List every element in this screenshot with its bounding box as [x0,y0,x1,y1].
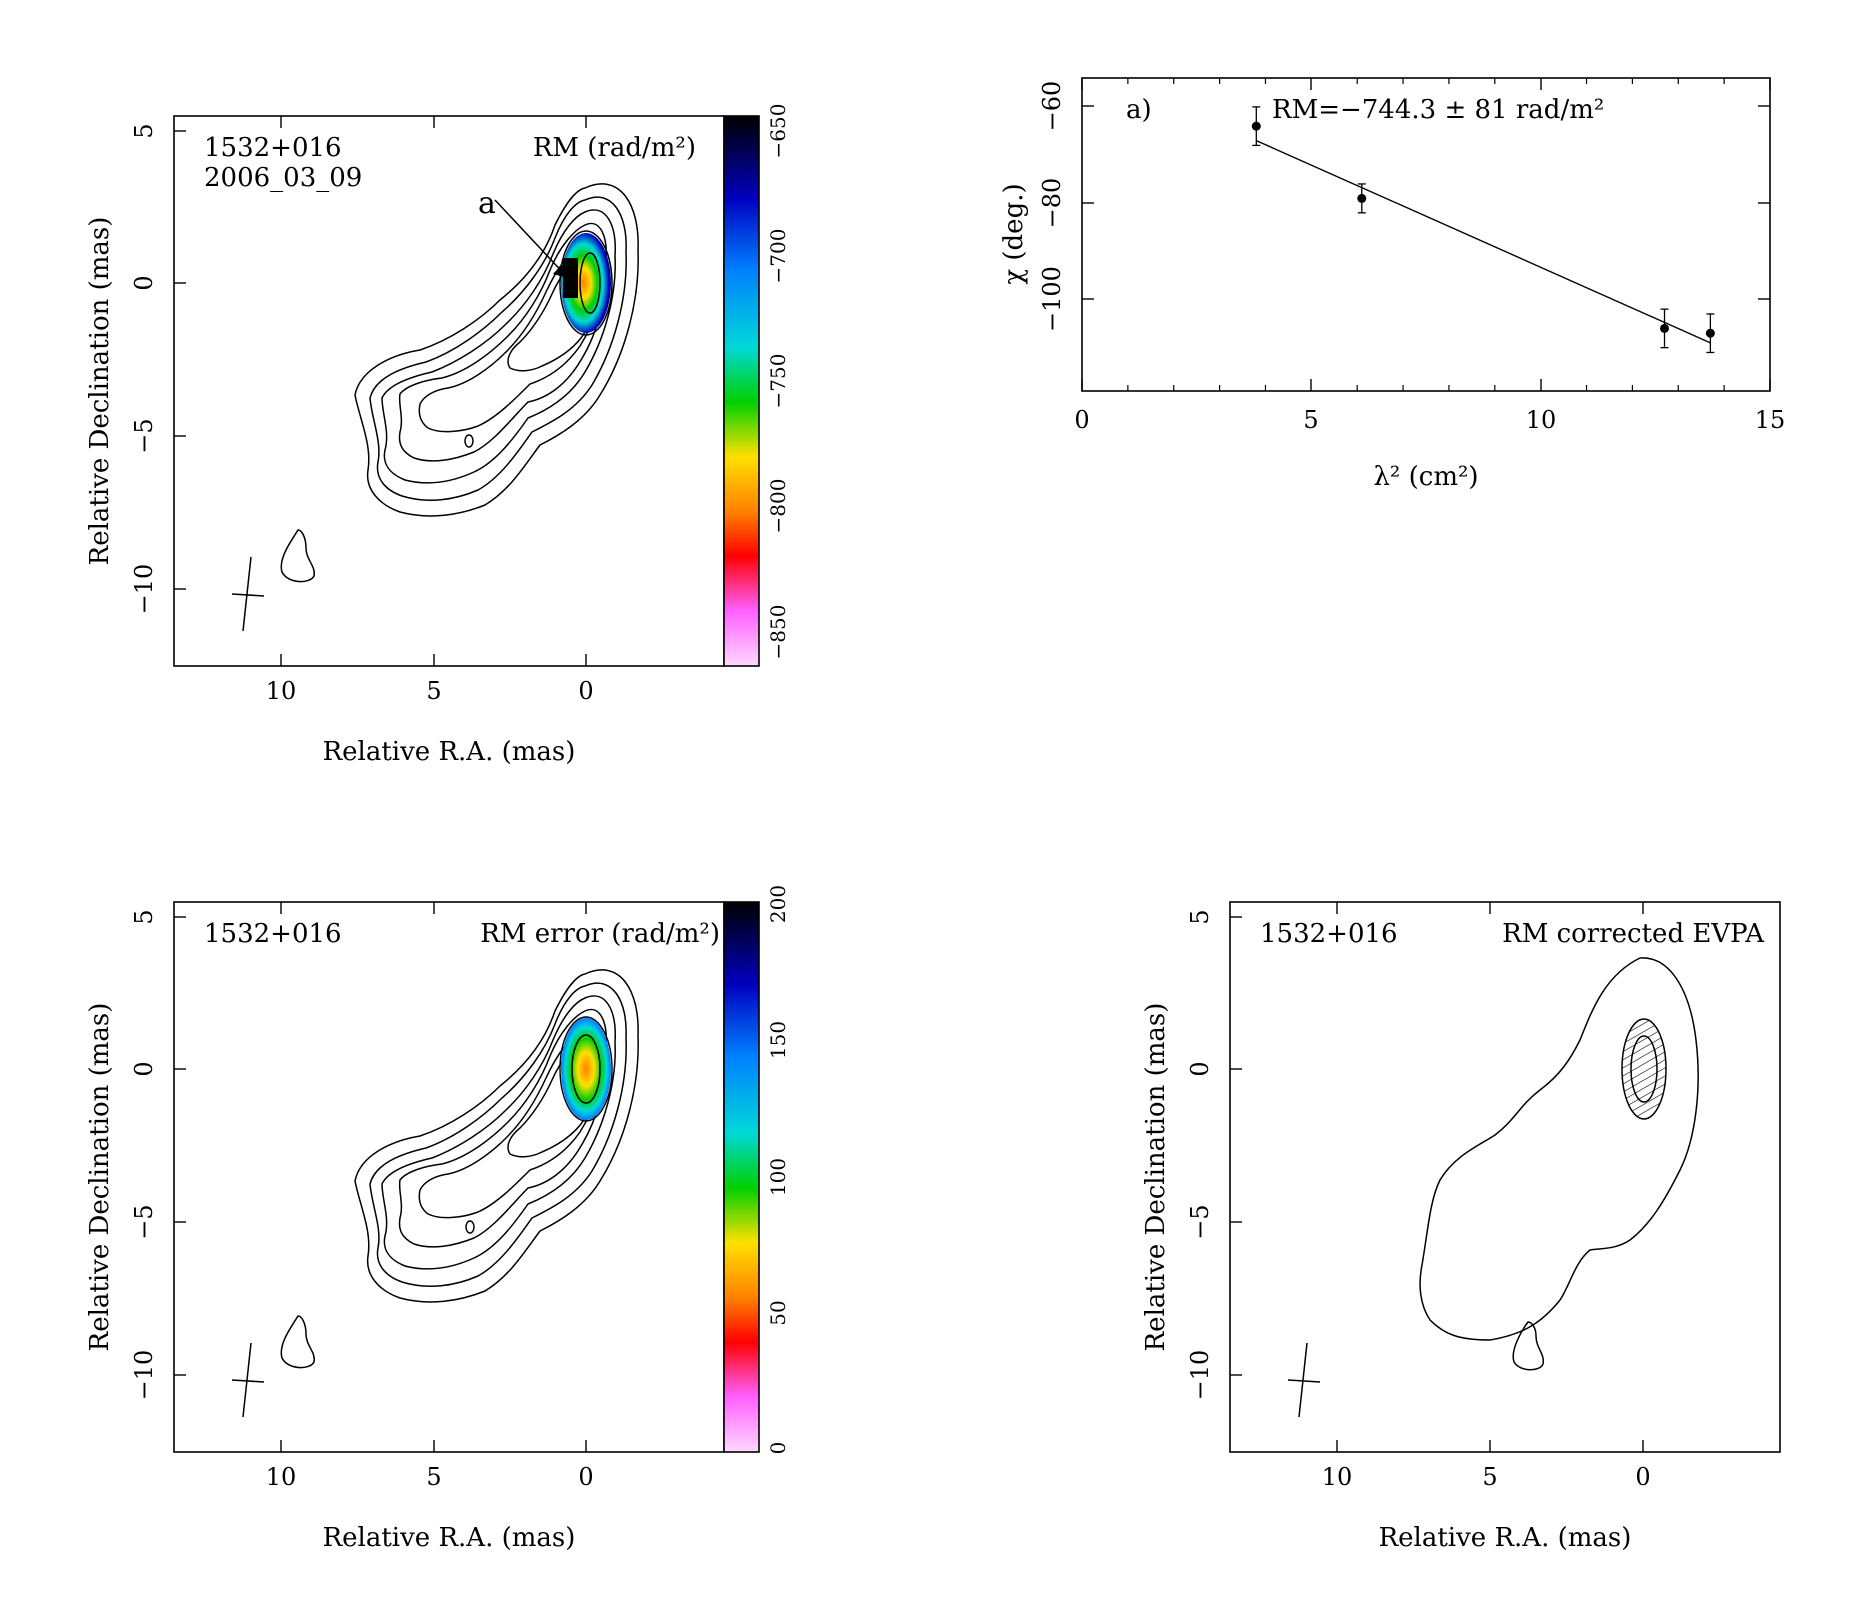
evpa-xtick: 5 [1482,1463,1497,1491]
rm-map-xlabel: Relative R.A. (mas) [323,737,576,767]
rm-error-xlabel: Relative R.A. (mas) [323,1523,576,1553]
rm-error-colorbar [723,901,760,1453]
rm-fit-xtick: 15 [1755,406,1786,434]
evpa-ylabel: Relative Declination (mas) [1141,1003,1171,1352]
rm-error-ytick: 5 [130,909,158,924]
rm-map-date: 2006_03_09 [204,163,362,193]
rm-colorbar [723,115,760,667]
rm-error-ytick: −10 [130,1350,158,1401]
rm-map-xtick: 0 [578,677,593,705]
rm-map-ylabel: Relative Declination (mas) [85,217,115,566]
evpa-xtick: 0 [1635,1463,1650,1491]
rm-fit-xlabel: λ² (cm²) [1373,462,1478,492]
rm-error-ytick: −5 [130,1204,158,1239]
evpa-beam-cross [1287,1342,1321,1418]
rm-map-source: 1532+016 [204,133,342,163]
evpa-ytick: −5 [1186,1204,1214,1239]
rm-fit-xtick: 10 [1526,406,1557,434]
evpa-xtick: 10 [1322,1463,1353,1491]
rm-error-colorbar-tick: 50 [766,1300,790,1325]
rm-map-xtick: 5 [426,677,441,705]
evpa-x-ticks [1336,902,1644,1452]
rm-error-label: RM error (rad/m²) [480,919,720,949]
rm-fit-y-ticks [1082,105,1770,300]
rm-map-ytick: −10 [130,564,158,615]
evpa-hatched-region [1621,1018,1667,1120]
evpa-panel: 1532+016 RM corrected EVPA Relative R.A.… [1141,901,1781,1553]
rm-error-ylabel: Relative Declination (mas) [85,1003,115,1352]
rm-error-colorbar-tick: 150 [766,1021,790,1059]
rm-map-frame [173,115,725,667]
rm-map-xtick: 10 [266,677,297,705]
evpa-ytick: −10 [1186,1350,1214,1401]
evpa-contour [1419,957,1699,1371]
evpa-ytick: 5 [1186,909,1214,924]
rm-error-frame [173,901,725,1453]
rm-colorbar-tick: −850 [766,605,790,660]
rm-error-ytick: 0 [130,1061,158,1076]
rm-spot [561,233,611,333]
rm-fit-ylabel: χ (deg.) [999,183,1029,284]
rm-fit-marks [1127,78,1725,391]
evpa-source: 1532+016 [1260,919,1398,949]
rm-map-ytick: 0 [130,275,158,290]
rm-fit-label: RM=−744.3 ± 81 rad/m² [1272,95,1604,125]
rm-fit-point [1251,121,1261,131]
rm-colorbar-tick: −750 [766,354,790,409]
evpa-frame [1229,901,1781,1453]
rm-fit-region-label: a) [1126,95,1152,125]
rm-fit-point [1705,328,1715,338]
rm-error-xtick: 5 [426,1463,441,1491]
rm-error-colorbar-tick: 0 [766,1442,790,1455]
rm-colorbar-tick: −650 [766,104,790,159]
evpa-label: RM corrected EVPA [1502,919,1765,949]
rm-error-colorbar-tick: 100 [766,1158,790,1196]
rm-error-xtick: 0 [578,1463,593,1491]
rm-fit-point [1660,323,1670,333]
region-a-marker: a [478,186,569,279]
rm-fit-ytick: −60 [1038,81,1066,132]
rm-colorbar-tick: −700 [766,229,790,284]
evpa-xlabel: Relative R.A. (mas) [1379,1523,1632,1553]
rm-fit-xtick: 0 [1074,406,1089,434]
rm-error-spot [559,1016,613,1122]
evpa-ytick: 0 [1186,1061,1214,1076]
rm-colorbar-tick: −800 [766,479,790,534]
rm-fit-xtick: 5 [1303,406,1318,434]
rm-error-y-ticks [174,916,186,1376]
rm-map-ytick: −5 [130,418,158,453]
rm-fit-ytick: −100 [1038,266,1066,332]
rm-map-y-ticks [174,130,186,590]
rm-map-label: RM (rad/m²) [533,133,696,163]
rm-map-panel: a 1532+016 2006_03_09 RM (rad/m²) Relati… [85,104,790,767]
rm-error-panel: 1532+016 RM error (rad/m²) Relative R.A.… [85,885,790,1553]
rm-map-x-ticks [280,116,587,666]
rm-error-colorbar-tick: 200 [766,885,790,923]
error-beam-cross [231,1342,265,1418]
rm-fit-panel: 0 5 10 15 −60 −80 −100 a) RM=−744.3 ± 81… [999,77,1786,492]
rm-fit-ytick: −80 [1038,178,1066,229]
beam-cross [231,556,265,632]
rm-fit-point [1357,193,1367,203]
rm-error-x-ticks [280,902,587,1452]
rm-fit-line [1256,139,1711,344]
rm-fit-x-ticks [1081,78,1771,391]
rm-error-xtick: 10 [266,1463,297,1491]
rm-map-ytick: 5 [130,123,158,138]
rm-fit-frame [1081,77,1771,392]
region-a-label: a [478,186,496,221]
rm-error-source: 1532+016 [204,919,342,949]
evpa-y-ticks [1230,916,1242,1376]
